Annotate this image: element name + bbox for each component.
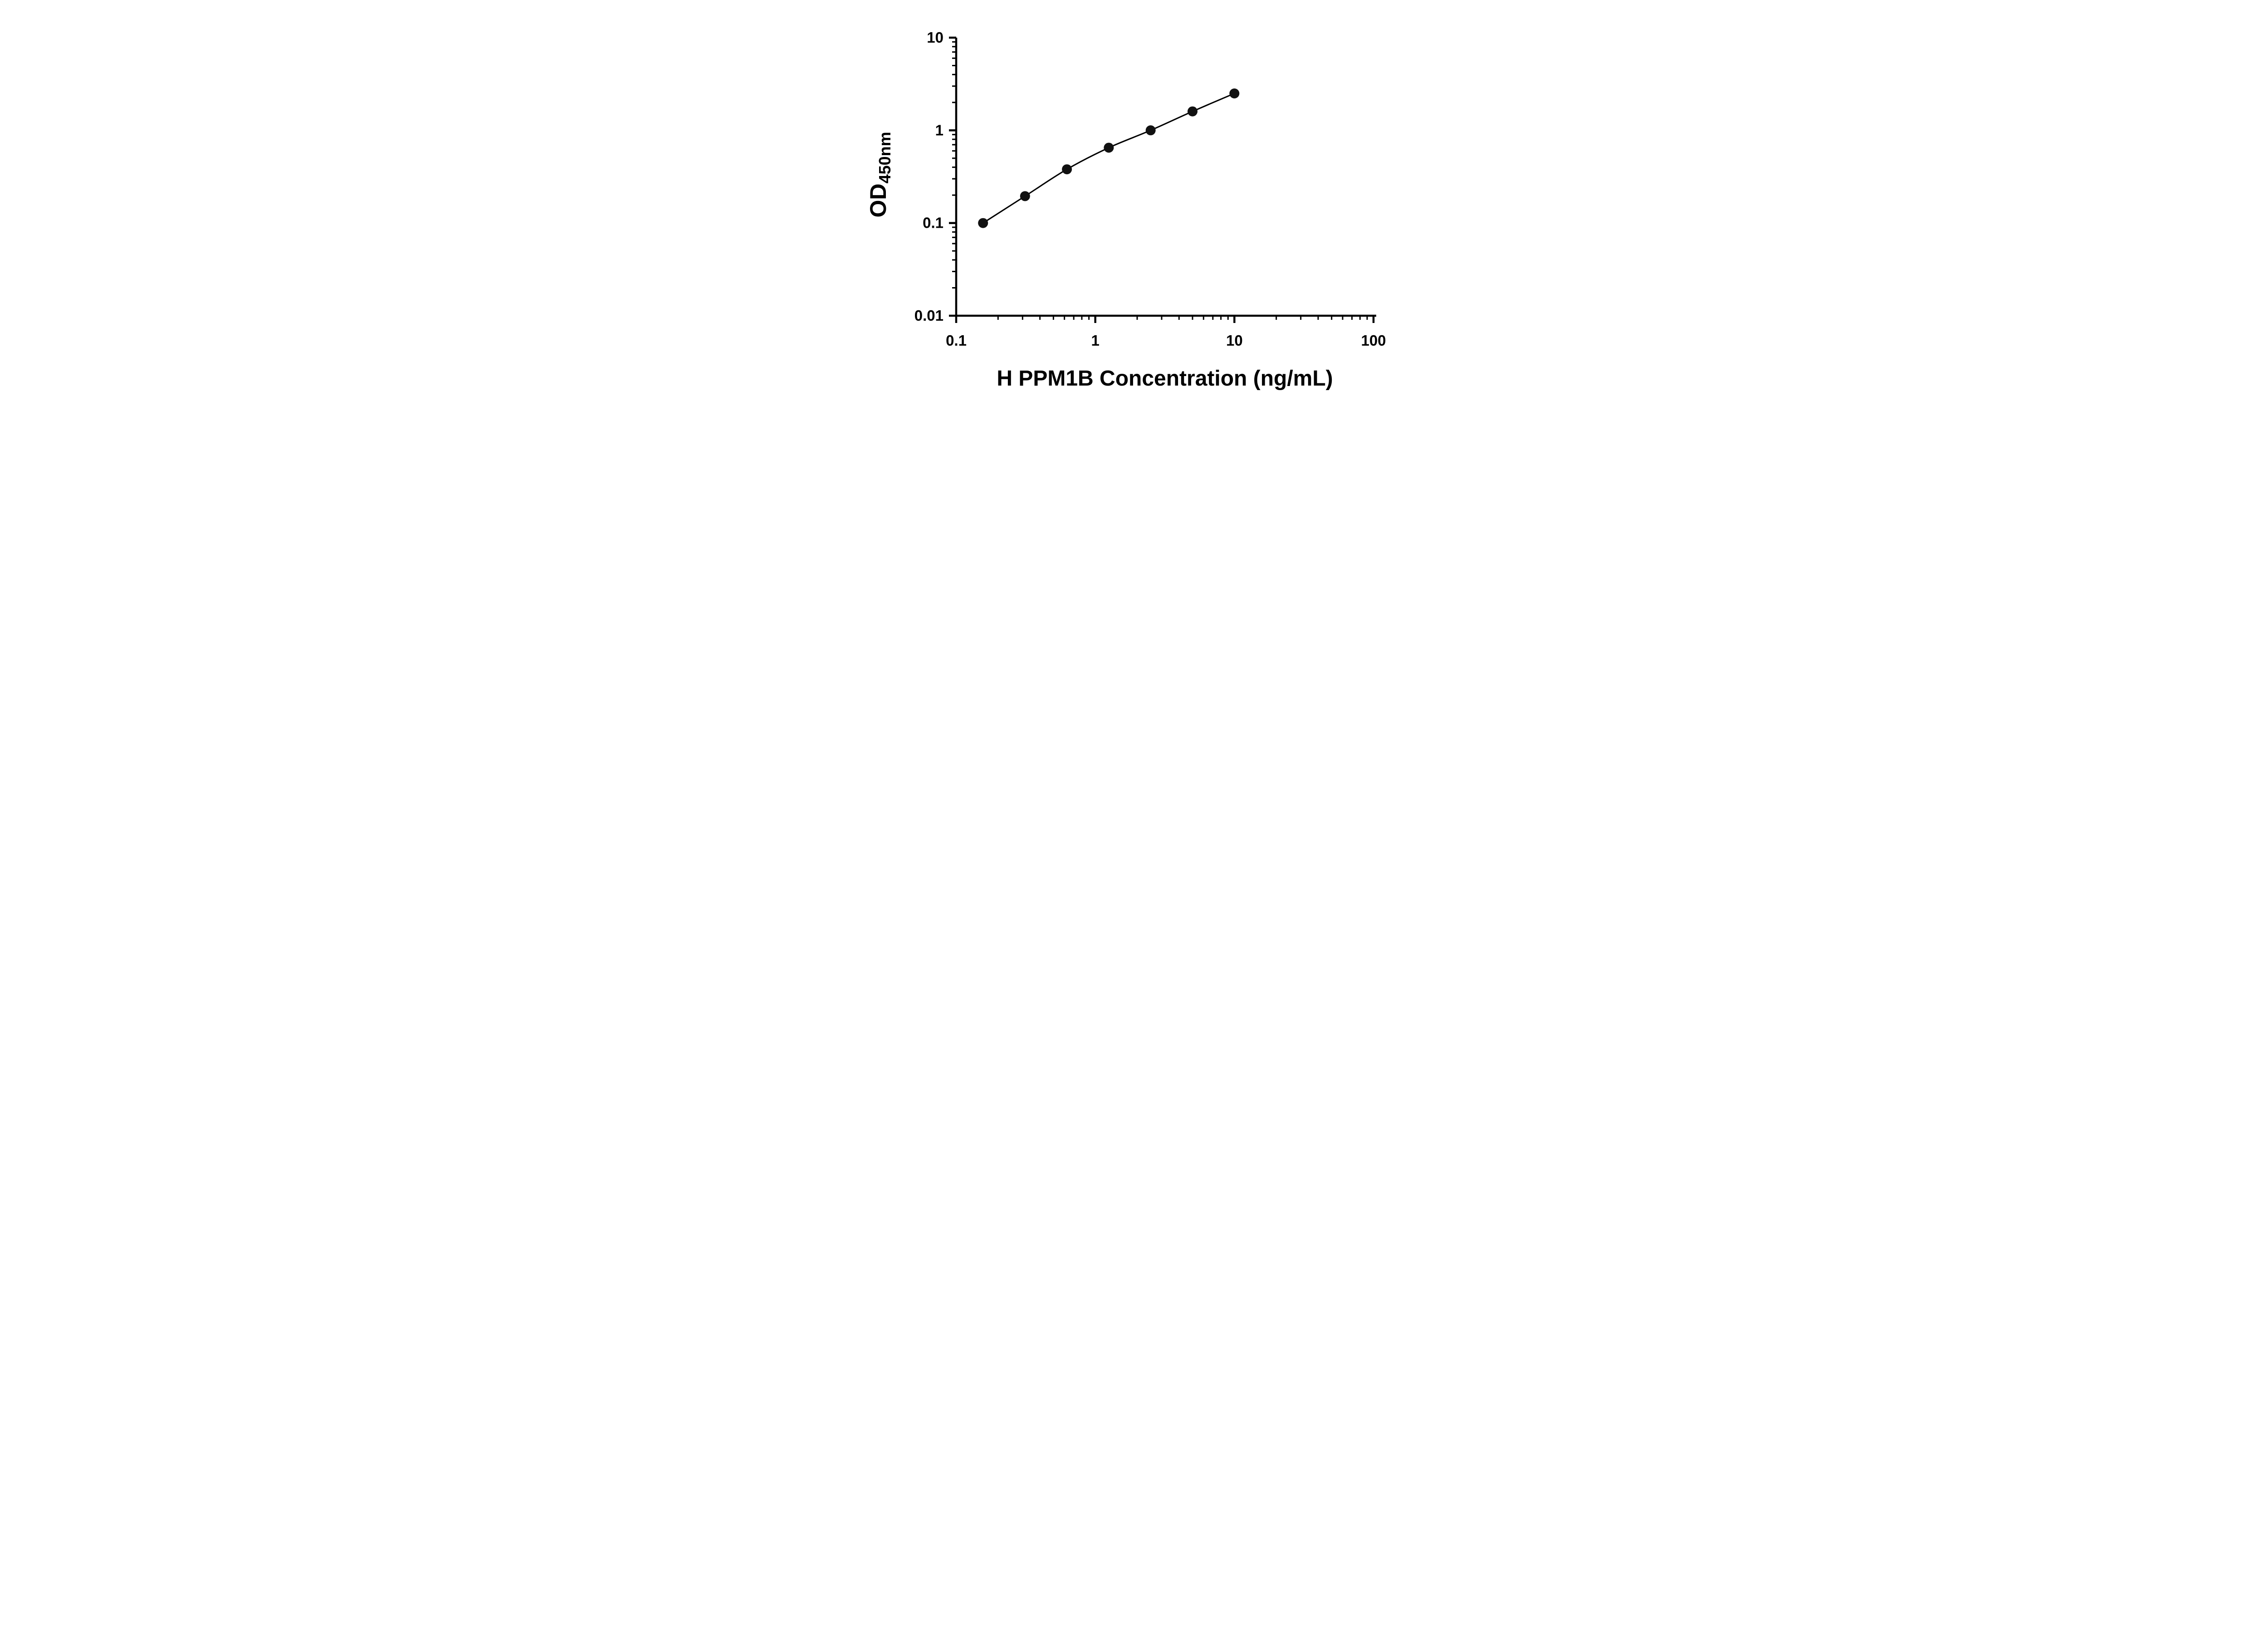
x-tick-label: 100 (1361, 332, 1386, 349)
elisa-standard-curve-figure: 0.1 1 10 100 0.01 0.1 1 10 H PPM1B Concentratio… (842, 0, 1426, 408)
data-point (1229, 88, 1239, 98)
data-point (978, 218, 988, 228)
data-point (1145, 125, 1156, 136)
data-point (1187, 106, 1198, 117)
x-tick-label: 10 (1226, 332, 1242, 349)
axis-ticks (948, 36, 1374, 323)
y-tick-label: 0.1 (923, 215, 943, 231)
y-tick-label: 10 (927, 29, 943, 46)
y-tick-label: 1 (935, 122, 943, 138)
x-tick-label: 1 (1091, 332, 1099, 349)
data-point (1103, 142, 1114, 153)
data-point (1061, 164, 1072, 175)
x-axis-title: H PPM1B Concentration (ng/mL) (997, 367, 1333, 391)
y-axis-title-main: OD (865, 184, 891, 218)
y-axis-title-subscript: 450nm (875, 132, 894, 183)
axes (955, 38, 1376, 317)
data-point (1020, 191, 1030, 201)
y-axis-title: OD450nm (865, 132, 894, 217)
y-tick-label: 0.01 (914, 307, 943, 324)
data-points (978, 88, 1239, 228)
x-tick-label: 0.1 (946, 332, 967, 349)
